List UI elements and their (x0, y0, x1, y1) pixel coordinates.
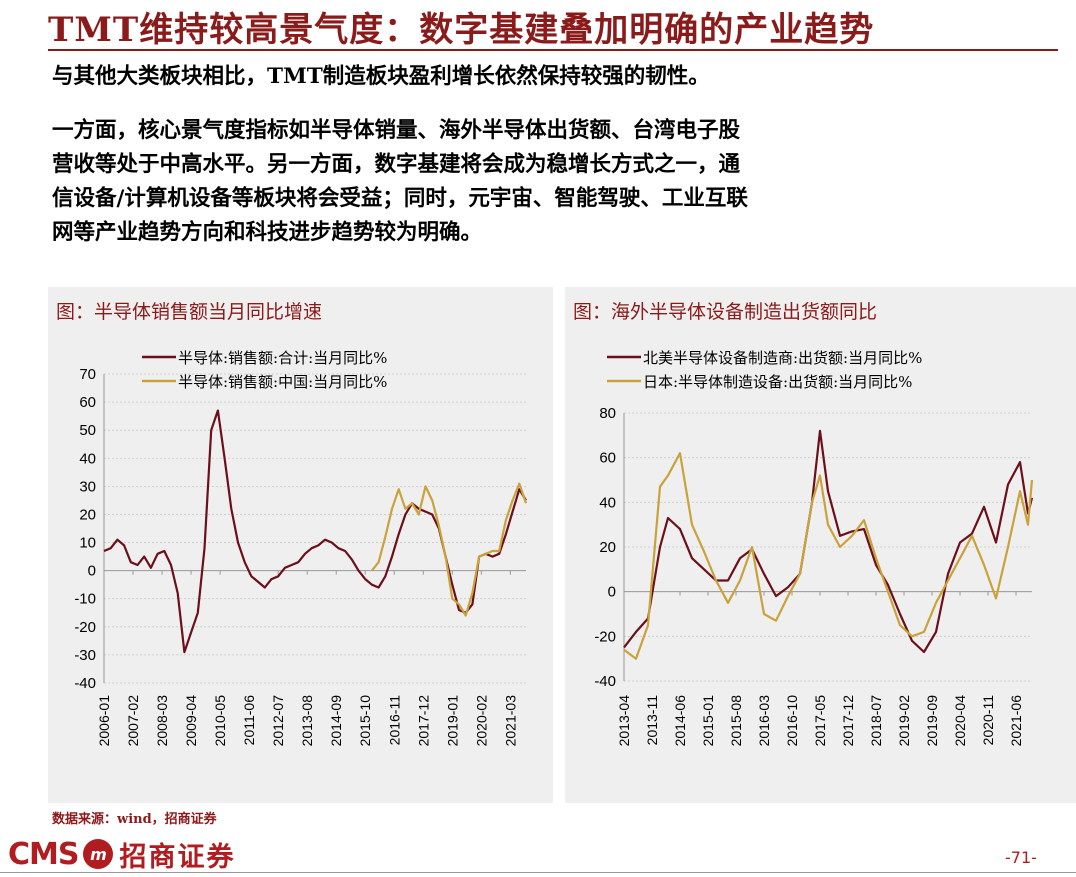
x-tick-label: 2015-01 (700, 695, 716, 747)
y-tick-label: 10 (79, 535, 96, 552)
x-tick-label: 2013-08 (299, 695, 315, 747)
series-line (623, 429, 1034, 654)
x-tick-label: 2013-11 (644, 695, 660, 746)
x-tick-label: 2019-02 (896, 695, 912, 747)
chart-panel-semiconductor-sales: 图：半导体销售额当月同比增速 70 60 50 40 30 20 10 0 -10 -20 -30 -… (48, 287, 553, 803)
x-tick-label: 2014-09 (328, 695, 344, 747)
y-tick-label: 70 (79, 366, 96, 383)
x-tick-label: 2019-09 (924, 695, 940, 747)
x-tick-label: 2007-02 (125, 695, 141, 747)
series-line (103, 409, 527, 654)
y-tick-label: -20 (74, 619, 96, 636)
body-line: 营收等处于中高水平。另一方面，数字基建将会成为稳增长方式之一，通 (52, 152, 741, 177)
body-line: 一方面，核心景气度指标如半导体销量、海外半导体出货额、台湾电子股 (52, 118, 741, 143)
x-tick-label: 2014-06 (672, 695, 688, 747)
x-tick-label: 2016-11 (386, 695, 402, 746)
y-tick-label: 30 (79, 478, 96, 495)
body-paragraph: 一方面，核心景气度指标如半导体销量、海外半导体出货额、台湾电子股 营收等处于中高… (52, 114, 1062, 250)
legend-label: 日本:半导体制造设备:出货额:当月同比% (643, 373, 912, 391)
title-underline (48, 49, 1058, 51)
logo-badge-icon: m (83, 839, 114, 869)
chart-panel-equipment-shipments: 图：海外半导体设备制造出货额同比 80 60 40 20 0 -20 -40 2013-04 2… (565, 287, 1076, 803)
x-tick-label: 2017-12 (415, 695, 431, 747)
data-source-note: 数据来源：wind，招商证券 (52, 812, 217, 827)
y-tick-label: 20 (599, 539, 616, 556)
x-tick-label: 2020-02 (473, 695, 489, 747)
legend-label: 北美半导体设备制造商:出货额:当月同比% (643, 349, 922, 367)
x-tick-label: 2006-01 (96, 695, 112, 747)
x-tick-label: 2017-05 (812, 695, 828, 747)
x-tick-label: 2013-04 (616, 695, 632, 747)
y-tick-label: 80 (599, 405, 616, 422)
page-title: TMT维持较高景气度：数字基建叠加明确的产业趋势 (48, 10, 875, 50)
logo-chinese-name: 招商证券 (119, 841, 236, 873)
legend-label: 半导体:销售额:合计:当月同比% (178, 349, 387, 367)
y-tick-label: 40 (599, 494, 616, 511)
legend-label: 半导体:销售额:中国:当月同比% (178, 373, 387, 391)
x-tick-label: 2010-05 (212, 695, 228, 747)
y-tick-label: 0 (608, 584, 616, 601)
intro-paragraph: 与其他大类板块相比，TMT制造板块盈利增长依然保持较强的韧性。 (52, 64, 710, 89)
y-tick-label: 50 (79, 422, 96, 439)
x-tick-label: 2009-04 (183, 695, 199, 747)
y-tick-label: -30 (74, 647, 96, 664)
body-line: 信设备/计算机设备等板块将会受益；同时，元宇宙、智能驾驶、工业互联 (52, 186, 748, 211)
x-tick-label: 2018-07 (868, 695, 884, 747)
x-tick-label: 2011-06 (241, 695, 257, 746)
x-tick-label: 2020-11 (980, 695, 996, 746)
x-tick-label: 2016-10 (784, 695, 800, 747)
company-logo: CMS m 招商证券 (8, 836, 236, 873)
page-number: -71- (1005, 848, 1037, 867)
y-tick-label: 60 (79, 394, 96, 411)
y-tick-label: -10 (74, 591, 96, 608)
x-tick-label: 2021-03 (502, 695, 518, 747)
series-line (623, 452, 1034, 660)
logo-cms-text: CMS (8, 836, 79, 872)
x-tick-label: 2016-03 (756, 695, 772, 747)
y-tick-label: 20 (79, 506, 96, 523)
series-line (371, 482, 528, 617)
x-tick-label: 2015-08 (728, 695, 744, 747)
y-tick-label: 60 (599, 450, 616, 467)
x-tick-label: 2015-10 (357, 695, 373, 747)
y-tick-label: -40 (594, 673, 616, 690)
y-tick-label: -40 (74, 675, 96, 692)
x-tick-label: 2012-07 (270, 695, 286, 747)
chart-title: 图：半导体销售额当月同比增速 (56, 301, 323, 323)
y-tick-label: 0 (88, 563, 96, 580)
x-tick-label: 2020-04 (952, 695, 968, 747)
y-tick-label: -20 (594, 628, 616, 645)
x-tick-label: 2021-06 (1008, 695, 1024, 747)
footer-divider (0, 872, 1076, 873)
body-line: 网等产业趋势方向和科技进步趋势较为明确。 (52, 220, 483, 245)
x-tick-label: 2019-01 (444, 695, 460, 747)
x-tick-label: 2008-03 (154, 695, 170, 747)
chart-title: 图：海外半导体设备制造出货额同比 (573, 301, 878, 323)
y-tick-label: 40 (79, 450, 96, 467)
x-tick-label: 2017-12 (840, 695, 856, 747)
